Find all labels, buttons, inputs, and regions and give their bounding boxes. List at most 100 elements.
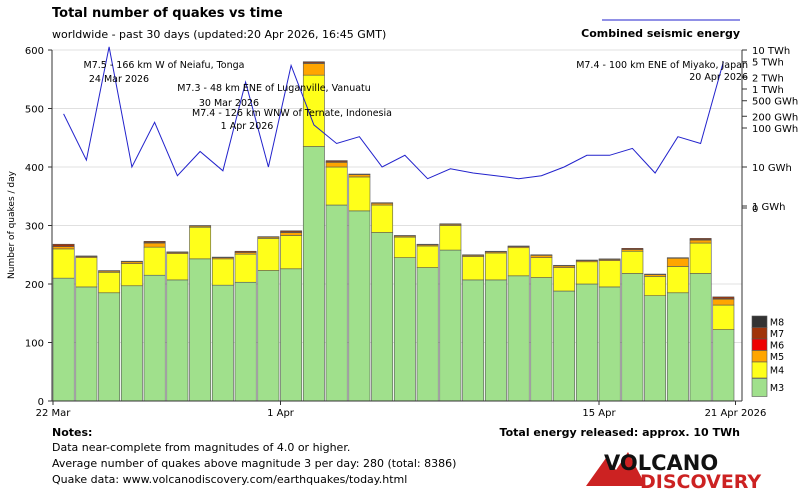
bar-m7 xyxy=(462,254,485,256)
y-tick-label: 100 xyxy=(25,339,44,350)
bar-m5 xyxy=(325,162,348,168)
notes-heading: Notes: xyxy=(52,426,92,439)
legend-swatch-m3 xyxy=(751,378,768,397)
bar-m3 xyxy=(416,267,439,402)
bar-m5 xyxy=(530,255,553,258)
note-completeness: Data near-complete from magnitudes of 4.… xyxy=(52,441,350,454)
energy-tick-label: 0 xyxy=(752,204,758,215)
bar-m3 xyxy=(211,284,234,402)
bar-m4 xyxy=(120,263,143,287)
annotation-date: 24 Mar 2026 xyxy=(89,74,149,85)
bar-m5 xyxy=(712,298,735,306)
bar-m4 xyxy=(325,166,348,206)
legend-label-m6: M6 xyxy=(770,340,784,351)
bar-m3 xyxy=(302,146,325,402)
bar-m7 xyxy=(189,225,212,227)
bar-m3 xyxy=(371,232,394,402)
energy-tick-label: 1 GWh xyxy=(752,202,786,213)
annotation-text: M7.4 - 100 km ENE of Miyako, Japan xyxy=(576,60,748,71)
bar-m4 xyxy=(371,204,394,233)
legend-label-m4: M4 xyxy=(770,366,784,377)
bar-m7 xyxy=(166,251,189,253)
volcano-logo-icon xyxy=(586,452,646,486)
bar-m3 xyxy=(621,273,644,402)
bar-m7 xyxy=(52,243,75,247)
bar-m3 xyxy=(393,257,416,402)
bar-m3 xyxy=(530,277,553,402)
note-source: Quake data: www.volcanodiscovery.com/ear… xyxy=(52,473,407,486)
bar-m5 xyxy=(52,246,75,250)
bar-m3 xyxy=(143,274,166,402)
x-tick-label: 1 Apr xyxy=(267,408,295,419)
bar-m4 xyxy=(462,256,485,281)
bars xyxy=(52,61,735,402)
energy-tick-label: 10 GWh xyxy=(752,163,792,174)
energy-tick-label: 500 GWh xyxy=(752,97,798,108)
bar-m7 xyxy=(393,235,416,237)
bar-m3 xyxy=(507,275,530,402)
bar-m4 xyxy=(689,242,712,274)
bar-m4 xyxy=(575,261,598,285)
bar-m7 xyxy=(575,259,598,261)
bar-m4 xyxy=(507,247,530,277)
energy-tick-label: 5 TWh xyxy=(752,58,784,69)
bar-m7 xyxy=(507,245,530,247)
bar-m4 xyxy=(75,257,98,288)
bar-m4 xyxy=(143,246,166,276)
bar-m4 xyxy=(439,225,462,251)
legend-swatch-m5 xyxy=(751,350,768,363)
bar-m4 xyxy=(530,257,553,278)
y-tick-label: 500 xyxy=(25,105,44,116)
bar-m4 xyxy=(712,304,735,330)
bar-m3 xyxy=(484,279,507,402)
bar-m4 xyxy=(553,267,576,292)
bar-m7 xyxy=(234,250,257,253)
energy-line xyxy=(63,46,724,180)
bar-m3 xyxy=(234,281,257,402)
annotation-date: 30 Mar 2026 xyxy=(199,98,259,109)
volcano-discovery-logo: VOLCANO DISCOVERY xyxy=(586,451,761,493)
bar-m4 xyxy=(621,250,644,274)
bar-m3 xyxy=(325,204,348,402)
legend-swatch-m6 xyxy=(751,338,768,351)
bar-m4 xyxy=(52,248,75,279)
bar-m7 xyxy=(666,257,689,259)
y-tick-label: 400 xyxy=(25,163,44,174)
bar-m7 xyxy=(348,173,371,175)
bar-m4 xyxy=(166,253,189,281)
bar-m3 xyxy=(166,279,189,402)
bar-m3 xyxy=(689,273,712,402)
annotations: M7.5 - 166 km W of Neiafu, Tonga 24 Mar 2… xyxy=(84,60,748,132)
bar-m7 xyxy=(689,238,712,240)
bar-m3 xyxy=(644,295,667,402)
annotation-text: M7.4 - 126 km WNW of Ternate, Indonesia xyxy=(192,108,392,119)
energy-tick-label: 100 GWh xyxy=(752,124,798,135)
y-axis-label: Number of quakes / day xyxy=(7,170,17,279)
energy-legend-label: Combined seismic energy xyxy=(581,27,740,40)
y-tick-label: 200 xyxy=(25,280,44,291)
bar-m4 xyxy=(98,271,121,294)
logo-line2: DISCOVERY xyxy=(640,471,761,493)
bar-m7 xyxy=(371,202,394,204)
bar-m5 xyxy=(280,232,303,236)
legend-label-m7: M7 xyxy=(770,329,784,340)
legend-swatch-m7 xyxy=(751,327,768,340)
energy-tick-label: 200 GWh xyxy=(752,112,798,123)
bar-m5 xyxy=(348,174,371,178)
legend-label-m5: M5 xyxy=(770,352,784,363)
bar-m7 xyxy=(280,230,303,233)
bar-m7 xyxy=(143,240,166,243)
bar-m7 xyxy=(553,264,576,267)
bar-m4 xyxy=(644,276,667,296)
energy-tick-label: 1 TWh xyxy=(752,85,784,96)
logo-line1: VOLCANO xyxy=(604,451,718,475)
bar-m3 xyxy=(120,285,143,402)
bar-m7 xyxy=(644,273,667,275)
bar-m4 xyxy=(393,236,416,258)
energy-total: Total energy released: approx. 10 TWh xyxy=(500,426,740,439)
legend-swatch-m4 xyxy=(751,361,768,379)
bar-m3 xyxy=(462,279,485,402)
bar-m3 xyxy=(712,329,735,402)
